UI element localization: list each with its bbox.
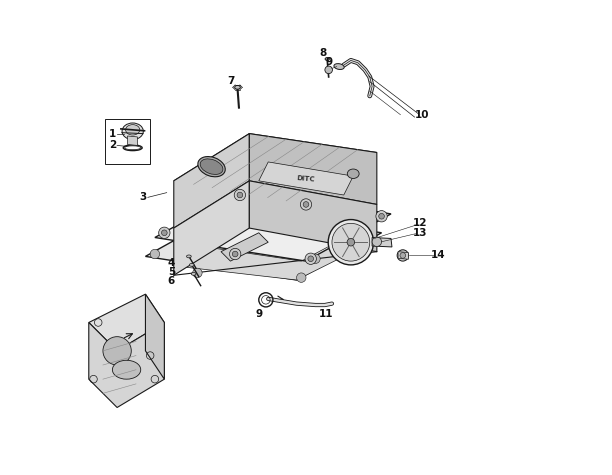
Circle shape: [103, 337, 132, 365]
Polygon shape: [398, 252, 408, 259]
Circle shape: [303, 201, 309, 207]
Polygon shape: [259, 162, 353, 195]
Circle shape: [237, 192, 243, 198]
Text: 13: 13: [413, 228, 428, 238]
Circle shape: [162, 230, 167, 236]
Polygon shape: [89, 323, 165, 408]
Text: 9: 9: [255, 309, 263, 319]
Ellipse shape: [348, 169, 359, 179]
Circle shape: [300, 199, 312, 210]
Polygon shape: [174, 133, 377, 204]
Text: 1: 1: [109, 129, 116, 139]
Text: 8: 8: [319, 48, 326, 58]
Ellipse shape: [187, 255, 191, 258]
Polygon shape: [249, 133, 377, 204]
Circle shape: [367, 228, 377, 238]
Circle shape: [305, 253, 316, 265]
Circle shape: [308, 256, 313, 262]
Polygon shape: [249, 181, 377, 252]
Text: 12: 12: [413, 218, 428, 228]
Circle shape: [234, 190, 245, 200]
Circle shape: [397, 250, 408, 261]
Polygon shape: [146, 209, 381, 280]
Ellipse shape: [334, 64, 344, 69]
Polygon shape: [174, 181, 249, 276]
Circle shape: [150, 249, 160, 259]
Ellipse shape: [189, 264, 194, 266]
Text: DITC: DITC: [297, 175, 315, 182]
Polygon shape: [89, 294, 165, 351]
Text: 10: 10: [414, 110, 429, 120]
Text: 9: 9: [325, 57, 332, 67]
Circle shape: [311, 254, 320, 264]
Ellipse shape: [234, 86, 241, 89]
Circle shape: [347, 238, 354, 246]
Text: 6: 6: [168, 276, 175, 286]
Ellipse shape: [125, 124, 140, 135]
Circle shape: [379, 213, 384, 219]
Text: 5: 5: [168, 267, 175, 277]
Circle shape: [233, 251, 238, 257]
Polygon shape: [372, 238, 392, 247]
Circle shape: [328, 219, 373, 265]
Circle shape: [297, 273, 306, 282]
Circle shape: [400, 253, 406, 258]
Circle shape: [332, 223, 370, 261]
Circle shape: [325, 66, 332, 74]
Text: 11: 11: [319, 309, 334, 319]
Ellipse shape: [113, 360, 141, 379]
Text: 7: 7: [227, 76, 234, 86]
Polygon shape: [146, 294, 165, 379]
Ellipse shape: [198, 157, 225, 177]
Text: 2: 2: [109, 141, 116, 151]
Text: 3: 3: [140, 192, 147, 202]
Circle shape: [372, 237, 381, 247]
Circle shape: [159, 227, 170, 238]
Circle shape: [376, 210, 387, 222]
Circle shape: [230, 248, 241, 260]
Polygon shape: [174, 133, 249, 228]
Polygon shape: [127, 136, 138, 145]
Polygon shape: [155, 190, 391, 261]
Circle shape: [193, 268, 202, 278]
Text: 14: 14: [431, 250, 446, 260]
Ellipse shape: [191, 273, 196, 276]
Ellipse shape: [325, 57, 329, 60]
Ellipse shape: [122, 123, 143, 140]
Polygon shape: [221, 233, 268, 261]
Text: 4: 4: [168, 258, 175, 268]
Circle shape: [231, 207, 240, 216]
Ellipse shape: [200, 159, 223, 174]
Polygon shape: [174, 238, 353, 280]
